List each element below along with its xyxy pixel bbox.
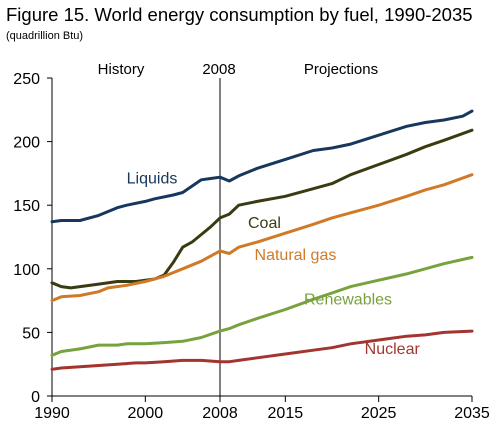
y-tick-label: 250 [13,71,40,88]
annotations: History 2008 Projections [98,61,378,78]
series-line-natural-gas [50,173,474,303]
series-line-liquids [50,109,474,224]
y-tick-label: 150 [13,198,40,215]
divider-year-label: 2008 [202,61,235,78]
y-tick-label: 100 [13,262,40,279]
series-label-renewables: Renewables [304,291,392,308]
series-line-coal [50,128,474,290]
x-tick-label: 2025 [361,405,397,422]
series-line-nuclear [50,329,474,371]
y-tick-label: 50 [22,325,40,342]
series-label-nuclear: Nuclear [365,341,421,358]
series-label-liquids: Liquids [127,171,178,188]
series-label-natural-gas: Natural gas [255,247,337,264]
chart-title: Figure 15. World energy consumption by f… [6,4,473,25]
chart-subtitle: (quadrillion Btu) [6,30,84,42]
x-tick-label: 2035 [454,405,490,422]
x-tick-label: 2000 [128,405,164,422]
series-line-renewables [50,255,474,357]
projections-label: Projections [304,61,378,78]
x-tick-label: 1990 [34,405,70,422]
x-tick-label: 2015 [268,405,304,422]
history-label: History [98,61,145,78]
x-tick-label: 2008 [202,405,238,422]
y-tick-label: 200 [13,135,40,152]
series-label-coal: Coal [248,215,281,232]
y-tick-label: 0 [31,389,40,406]
